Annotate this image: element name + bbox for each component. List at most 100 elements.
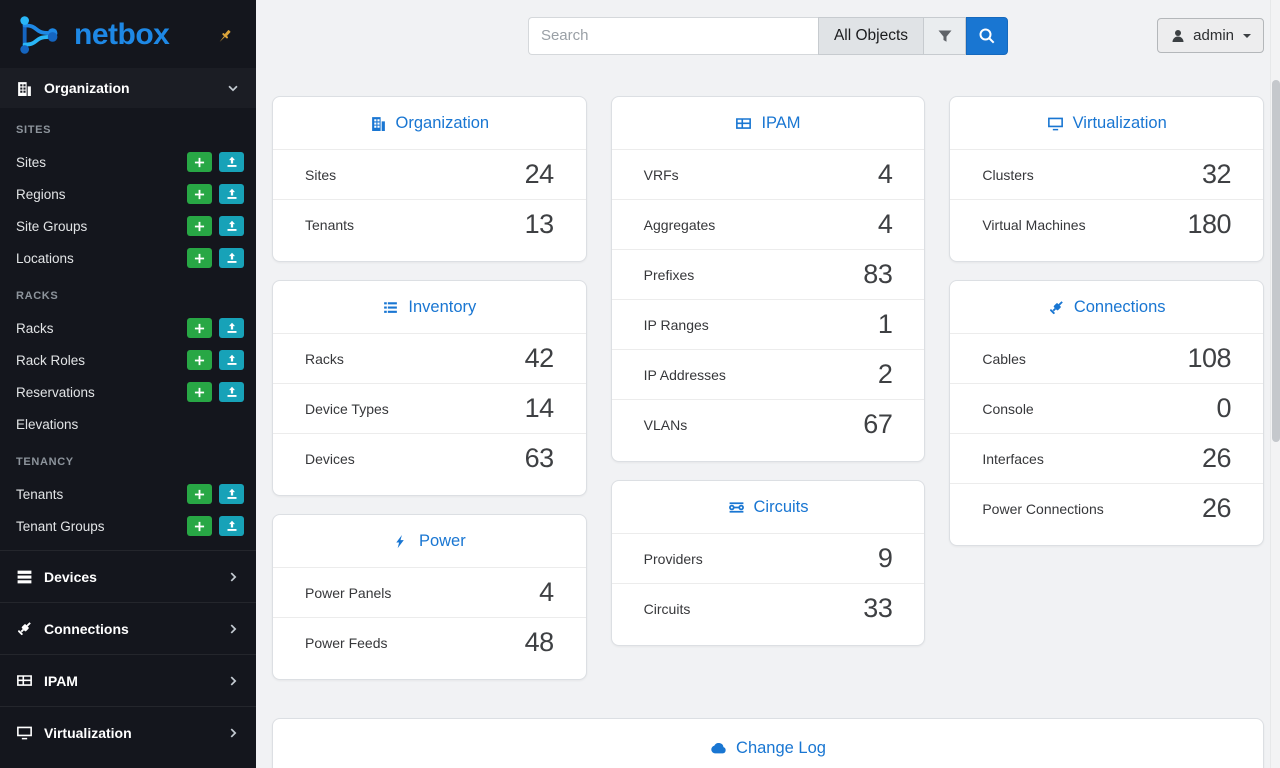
stat-value[interactable]: 1 <box>877 309 893 339</box>
import-button[interactable] <box>219 516 244 536</box>
import-button[interactable] <box>219 248 244 268</box>
stat-label[interactable]: Power Feeds <box>305 634 388 651</box>
add-button[interactable] <box>187 184 212 204</box>
stat-value[interactable]: 4 <box>539 577 554 607</box>
sidebar-link-sites[interactable]: Sites <box>16 154 47 170</box>
sidebar-item-label: Organization <box>44 80 130 96</box>
search-input[interactable] <box>527 16 818 55</box>
card-title-text: Organization <box>395 113 490 132</box>
stat-value[interactable]: 4 <box>877 159 893 189</box>
stat-value[interactable]: 2 <box>877 359 893 389</box>
scrollbar[interactable] <box>1270 0 1280 768</box>
stat-value[interactable]: 42 <box>524 343 555 373</box>
sidebar-link-site-groups[interactable]: Site Groups <box>16 218 88 234</box>
stat-label[interactable]: IP Ranges <box>643 316 709 333</box>
netbox-logo[interactable]: netbox <box>16 13 170 57</box>
stat-label[interactable]: Power Connections <box>982 500 1104 517</box>
add-button[interactable] <box>187 216 212 236</box>
import-button[interactable] <box>219 350 244 370</box>
stat-label[interactable]: Devices <box>305 450 355 467</box>
stat-value[interactable]: 13 <box>524 209 555 239</box>
add-button[interactable] <box>187 516 212 536</box>
stat-label[interactable]: Console <box>982 400 1034 417</box>
stat-value[interactable]: 9 <box>877 543 893 573</box>
sidebar-link-locations[interactable]: Locations <box>16 250 74 266</box>
filter-button[interactable] <box>924 16 967 55</box>
sidebar-link-rack-roles[interactable]: Rack Roles <box>16 352 86 368</box>
stat-label[interactable]: Tenants <box>305 216 355 233</box>
add-button[interactable] <box>187 152 212 172</box>
stat-label[interactable]: VLANs <box>643 416 688 433</box>
sidebar-link-tenant-groups[interactable]: Tenant Groups <box>16 518 105 534</box>
stat-value[interactable]: 67 <box>863 409 893 439</box>
import-button[interactable] <box>219 152 244 172</box>
card-title-text: Connections <box>1073 297 1166 316</box>
inventory-card-title[interactable]: Inventory <box>273 281 586 333</box>
stat-label[interactable]: Clusters <box>982 166 1034 183</box>
import-button[interactable] <box>219 484 244 504</box>
stat-label[interactable]: Racks <box>305 350 344 367</box>
import-button[interactable] <box>219 216 244 236</box>
sidebar-item-virtualization[interactable]: Virtualization <box>0 706 256 758</box>
add-button[interactable] <box>187 248 212 268</box>
stat-value[interactable]: 33 <box>863 593 893 623</box>
add-button[interactable] <box>187 484 212 504</box>
sidebar-link-regions[interactable]: Regions <box>16 186 66 202</box>
import-button[interactable] <box>219 184 244 204</box>
stat-value[interactable]: 63 <box>524 443 555 473</box>
chevron-right-icon <box>226 570 240 584</box>
organization-card-title[interactable]: Organization <box>273 97 586 149</box>
stat-value[interactable]: 26 <box>1201 493 1232 523</box>
sidebar-link-elevations[interactable]: Elevations <box>16 416 79 432</box>
stat-value[interactable]: 4 <box>877 209 893 239</box>
stat-label[interactable]: Power Panels <box>305 584 392 601</box>
sidebar-link-reservations[interactable]: Reservations <box>16 384 95 400</box>
power-card: Power Power Panels 4 Power Feeds 48 <box>272 514 587 680</box>
stat-label[interactable]: Cables <box>982 350 1026 367</box>
stat-value[interactable]: 108 <box>1187 343 1232 373</box>
pin-sidebar-icon[interactable] <box>216 28 232 44</box>
import-button[interactable] <box>219 318 244 338</box>
add-button[interactable] <box>187 350 212 370</box>
sidebar-item-ipam[interactable]: IPAM <box>0 654 256 706</box>
virtualization-card-title[interactable]: Virtualization <box>950 97 1263 149</box>
stat-label[interactable]: Virtual Machines <box>982 216 1086 233</box>
stat-value[interactable]: 24 <box>524 159 555 189</box>
stat-row: Console 0 <box>950 383 1264 433</box>
stat-value[interactable]: 26 <box>1201 443 1232 473</box>
stat-label[interactable]: Aggregates <box>643 216 716 233</box>
changelog-card-title[interactable]: Change Log <box>273 719 1263 768</box>
filter-funnel-icon <box>937 28 953 44</box>
stat-label[interactable]: Circuits <box>643 600 691 617</box>
sidebar-item-devices[interactable]: Devices <box>0 550 256 602</box>
stat-label[interactable]: VRFs <box>643 166 679 183</box>
stat-label[interactable]: Prefixes <box>643 266 695 283</box>
ipam-card-title[interactable]: IPAM <box>612 97 925 149</box>
power-card-title[interactable]: Power <box>273 515 586 567</box>
search-button[interactable] <box>966 16 1009 55</box>
stat-value[interactable]: 180 <box>1187 209 1232 239</box>
stat-label[interactable]: Sites <box>305 166 337 183</box>
connections-card-title[interactable]: Connections <box>950 281 1263 333</box>
stat-value[interactable]: 32 <box>1201 159 1232 189</box>
user-menu-button[interactable]: admin <box>1157 18 1264 53</box>
stat-label[interactable]: Providers <box>643 550 703 567</box>
stat-label[interactable]: Device Types <box>305 400 389 417</box>
search-scope-button[interactable]: All Objects <box>817 16 925 55</box>
stat-label[interactable]: IP Addresses <box>643 366 726 383</box>
sidebar-link-racks[interactable]: Racks <box>16 320 54 336</box>
stat-value[interactable]: 0 <box>1216 393 1232 423</box>
stat-value[interactable]: 48 <box>524 627 555 657</box>
stat-value[interactable]: 83 <box>863 259 893 289</box>
add-button[interactable] <box>187 382 212 402</box>
sidebar-item-connections[interactable]: Connections <box>0 602 256 654</box>
stat-value[interactable]: 14 <box>524 393 555 423</box>
add-button[interactable] <box>187 318 212 338</box>
sidebar-link-tenants[interactable]: Tenants <box>16 486 64 502</box>
stat-label[interactable]: Interfaces <box>982 450 1044 467</box>
circuits-card-title[interactable]: Circuits <box>612 481 925 533</box>
scrollbar-thumb[interactable] <box>1271 80 1280 442</box>
cable-icon <box>1048 299 1065 316</box>
sidebar-item-organization[interactable]: Organization <box>0 68 256 108</box>
import-button[interactable] <box>219 382 244 402</box>
